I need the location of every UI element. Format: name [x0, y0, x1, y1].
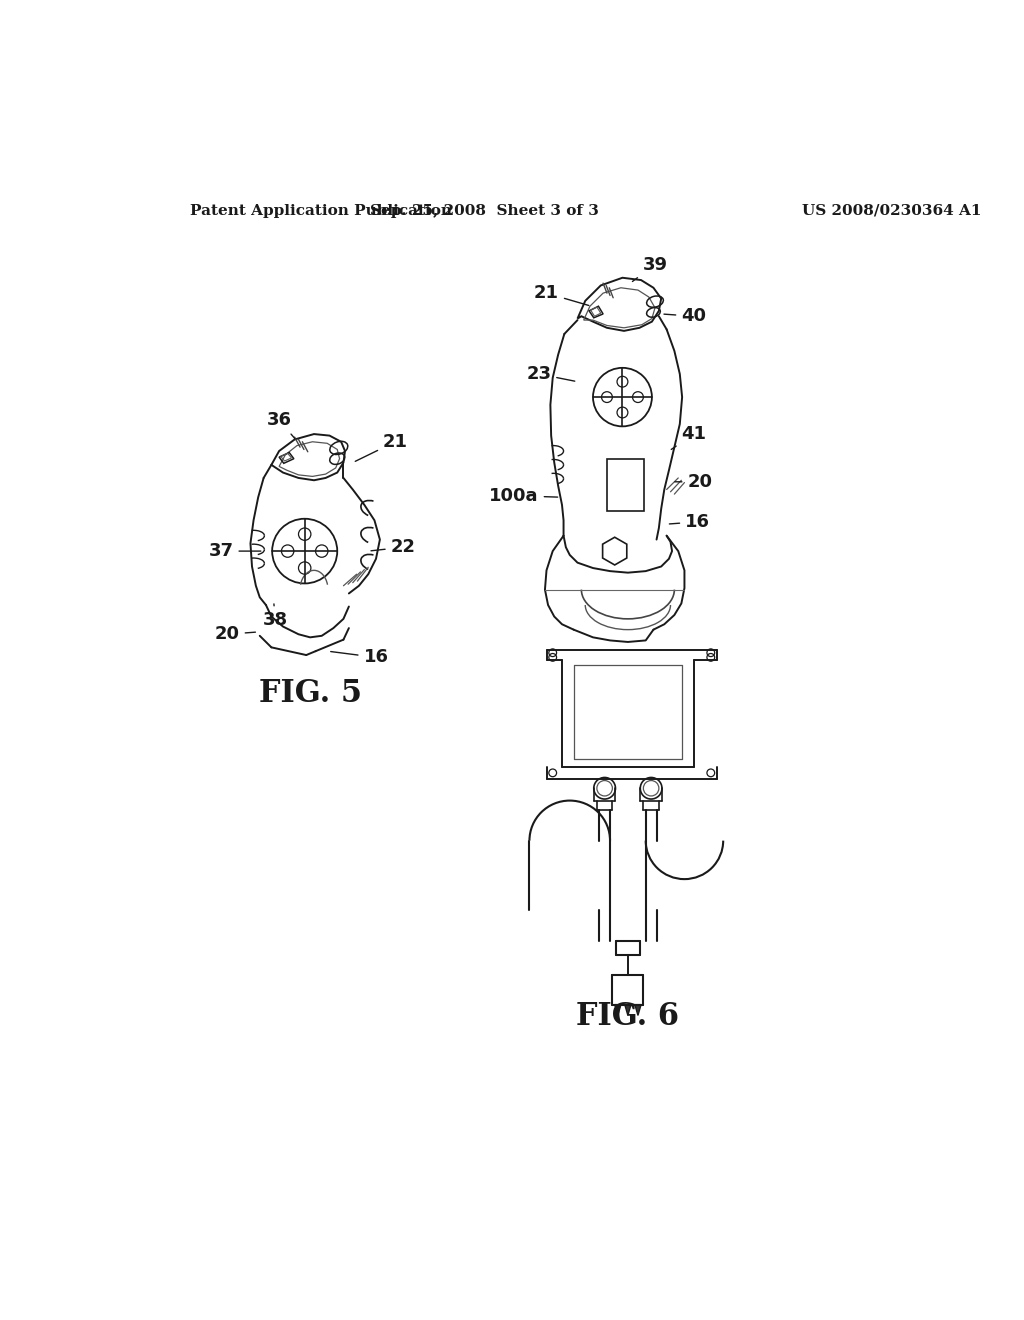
Text: 41: 41	[672, 425, 707, 449]
Text: 36: 36	[266, 412, 295, 438]
Text: 22: 22	[371, 539, 416, 556]
Text: 21: 21	[534, 284, 589, 305]
Polygon shape	[625, 1005, 631, 1015]
Text: 16: 16	[331, 648, 388, 667]
Text: Sep. 25, 2008  Sheet 3 of 3: Sep. 25, 2008 Sheet 3 of 3	[370, 203, 599, 218]
Text: 40: 40	[664, 308, 707, 325]
Text: 38: 38	[263, 605, 288, 630]
Text: US 2008/0230364 A1: US 2008/0230364 A1	[802, 203, 982, 218]
Text: 21: 21	[355, 433, 408, 461]
Text: 16: 16	[670, 513, 710, 531]
Text: 23: 23	[526, 366, 574, 383]
Text: Patent Application Publication: Patent Application Publication	[190, 203, 452, 218]
Polygon shape	[614, 1005, 621, 1015]
Text: 20: 20	[675, 473, 713, 491]
Text: 20: 20	[215, 626, 255, 643]
Text: FIG. 6: FIG. 6	[577, 1002, 679, 1032]
Text: 100a: 100a	[489, 487, 558, 504]
Text: FIG. 5: FIG. 5	[259, 678, 361, 709]
Text: 37: 37	[209, 543, 261, 560]
Text: 39: 39	[633, 256, 668, 281]
Polygon shape	[635, 1005, 641, 1015]
